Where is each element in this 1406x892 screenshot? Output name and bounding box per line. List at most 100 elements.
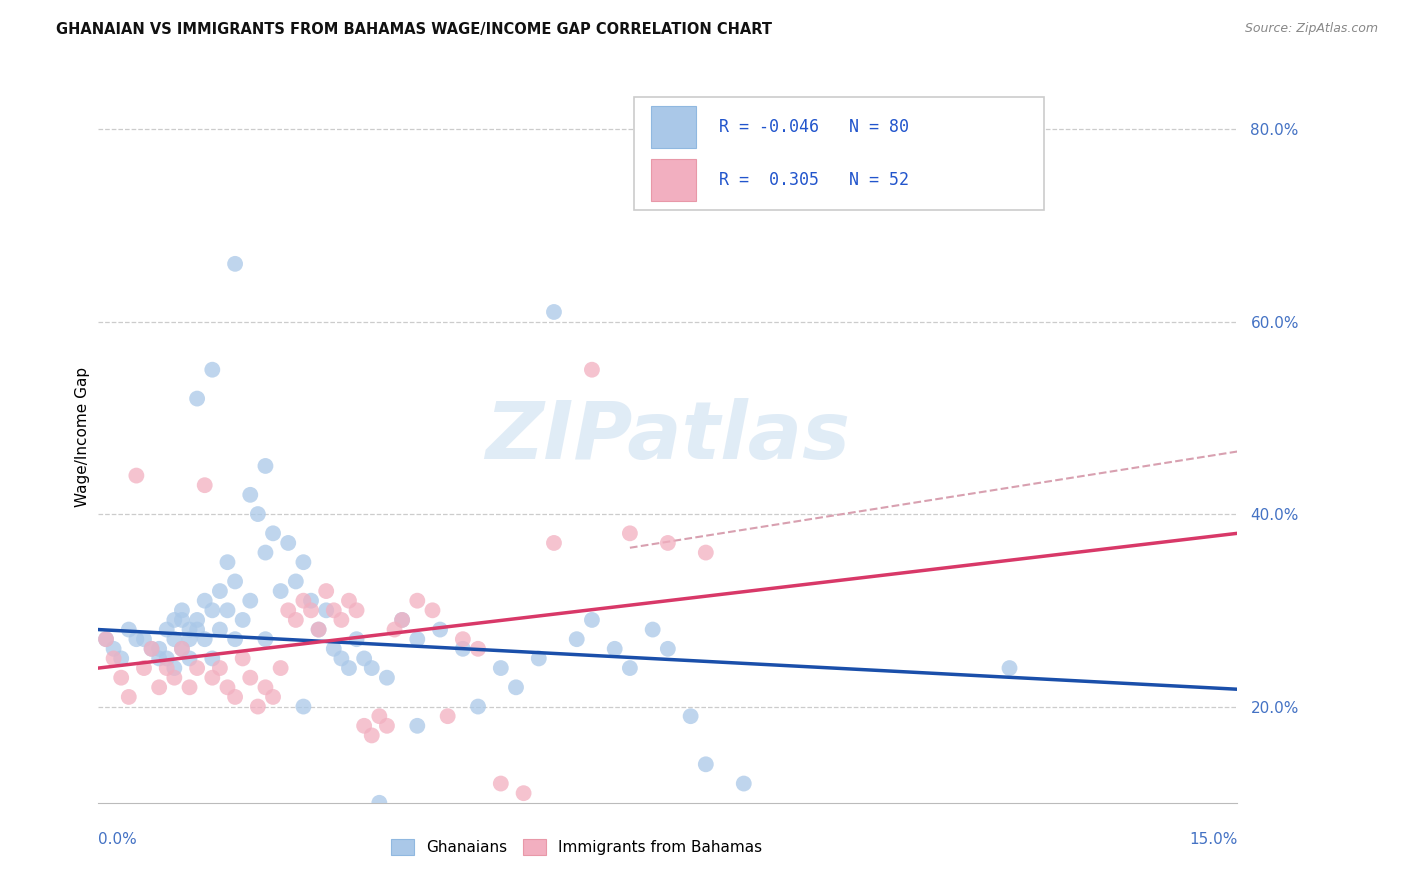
Point: [308, 623, 330, 637]
Point: [284, 613, 307, 627]
Point: [603, 641, 626, 656]
Point: [315, 584, 337, 599]
Point: [163, 632, 186, 647]
Point: [132, 632, 155, 647]
Point: [194, 632, 217, 647]
Point: [179, 632, 201, 647]
Point: [186, 392, 208, 406]
Point: [201, 362, 224, 376]
Point: [505, 681, 527, 695]
Point: [148, 681, 170, 695]
Point: [201, 671, 224, 685]
Point: [292, 593, 315, 607]
Point: [368, 709, 391, 723]
Point: [208, 661, 231, 675]
Point: [391, 613, 413, 627]
Point: [262, 526, 284, 541]
Point: [353, 651, 375, 665]
Point: [489, 661, 512, 675]
Point: [619, 526, 641, 541]
Point: [733, 776, 755, 790]
Point: [619, 661, 641, 675]
Point: [467, 699, 489, 714]
Point: [422, 603, 444, 617]
Point: [194, 478, 217, 492]
Point: [467, 641, 489, 656]
Point: [217, 681, 239, 695]
Point: [330, 805, 353, 820]
Point: [254, 545, 277, 559]
Point: [186, 661, 208, 675]
Point: [277, 536, 299, 550]
Point: [375, 719, 398, 733]
Point: [299, 593, 322, 607]
Point: [270, 661, 292, 675]
Point: [270, 584, 292, 599]
Point: [254, 458, 277, 473]
Point: [118, 623, 141, 637]
Point: [384, 623, 406, 637]
Point: [125, 632, 148, 647]
Point: [299, 603, 322, 617]
Point: [103, 651, 125, 665]
Point: [429, 623, 451, 637]
Point: [110, 671, 132, 685]
Point: [337, 661, 360, 675]
Point: [262, 690, 284, 704]
Point: [695, 545, 717, 559]
Point: [186, 613, 208, 627]
Point: [163, 671, 186, 685]
Point: [170, 641, 193, 656]
Point: [292, 699, 315, 714]
Point: [346, 603, 368, 617]
Point: [148, 651, 170, 665]
Point: [208, 584, 231, 599]
Point: [232, 651, 254, 665]
Point: [451, 632, 474, 647]
Point: [163, 613, 186, 627]
Point: [118, 690, 141, 704]
Point: [201, 603, 224, 617]
Point: [368, 796, 391, 810]
Point: [254, 632, 277, 647]
Point: [337, 593, 360, 607]
FancyBboxPatch shape: [651, 105, 696, 148]
Point: [322, 641, 344, 656]
Point: [360, 661, 382, 675]
Point: [489, 776, 512, 790]
Point: [641, 623, 664, 637]
Point: [406, 719, 429, 733]
Point: [132, 661, 155, 675]
Point: [353, 719, 375, 733]
Text: 0.0%: 0.0%: [98, 832, 138, 847]
Legend: Ghanaians, Immigrants from Bahamas: Ghanaians, Immigrants from Bahamas: [385, 833, 768, 861]
Point: [543, 536, 565, 550]
Point: [284, 574, 307, 589]
Point: [581, 362, 603, 376]
Point: [194, 593, 217, 607]
Point: [201, 651, 224, 665]
Point: [391, 613, 413, 627]
Point: [315, 603, 337, 617]
Point: [360, 728, 382, 742]
Point: [186, 623, 208, 637]
Point: [94, 632, 117, 647]
Point: [451, 641, 474, 656]
Text: ZIPatlas: ZIPatlas: [485, 398, 851, 476]
Text: R =  0.305   N = 52: R = 0.305 N = 52: [718, 171, 910, 189]
Point: [679, 709, 702, 723]
Point: [695, 757, 717, 772]
Point: [156, 661, 179, 675]
Point: [239, 488, 262, 502]
Point: [141, 641, 163, 656]
Point: [170, 613, 193, 627]
Point: [239, 593, 262, 607]
Text: 15.0%: 15.0%: [1189, 832, 1237, 847]
Point: [179, 681, 201, 695]
Text: GHANAIAN VS IMMIGRANTS FROM BAHAMAS WAGE/INCOME GAP CORRELATION CHART: GHANAIAN VS IMMIGRANTS FROM BAHAMAS WAGE…: [56, 22, 772, 37]
Point: [208, 623, 231, 637]
Point: [156, 651, 179, 665]
Point: [657, 536, 679, 550]
Text: R = -0.046   N = 80: R = -0.046 N = 80: [718, 118, 910, 136]
Point: [170, 603, 193, 617]
